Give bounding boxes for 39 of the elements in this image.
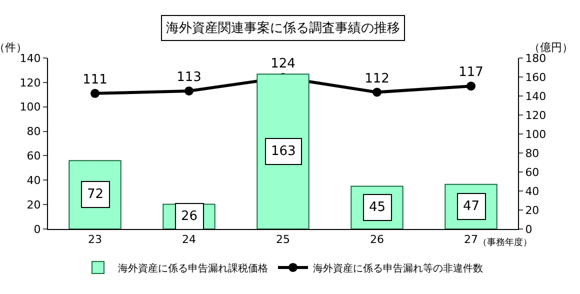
y-tick-label: 0 bbox=[34, 222, 41, 236]
y2-tick-label: 160 bbox=[525, 70, 546, 84]
y-tick-label: 140 bbox=[20, 52, 41, 65]
x-tick-label: 26 bbox=[370, 233, 384, 246]
x-tick-label: 25 bbox=[276, 233, 290, 246]
x-axis-title: （事務年度） bbox=[478, 237, 532, 248]
data-label: 117 bbox=[458, 65, 484, 80]
y2-tick-label: 20 bbox=[525, 204, 540, 217]
data-label: 124 bbox=[270, 56, 296, 72]
y-tick-label: 80 bbox=[26, 125, 41, 138]
data-label: 45 bbox=[369, 200, 386, 215]
y-tick-label: 100 bbox=[20, 100, 41, 114]
y-tick-label: 120 bbox=[20, 76, 41, 90]
data-label: 113 bbox=[176, 70, 202, 86]
x-tick-label: 23 bbox=[88, 233, 102, 246]
y2-tick-label: 60 bbox=[525, 166, 540, 179]
x-tick-label: 24 bbox=[182, 233, 196, 246]
y-axis-title: （件） bbox=[0, 41, 27, 54]
x-tick-label: 27 bbox=[464, 233, 478, 246]
y-tick-label: 40 bbox=[26, 174, 41, 187]
data-label: 26 bbox=[181, 209, 198, 224]
y2-tick-label: 40 bbox=[525, 184, 540, 198]
y2-tick-label: 100 bbox=[525, 128, 546, 141]
data-label: 163 bbox=[271, 144, 296, 159]
y2-tick-label: 140 bbox=[525, 90, 546, 103]
y2-tick-label: 80 bbox=[525, 146, 540, 160]
y2-tick-label: 120 bbox=[525, 108, 546, 122]
data-label: 112 bbox=[364, 71, 390, 86]
legend-label: 海外資産に係る申告漏れ課税価格 bbox=[118, 262, 268, 274]
y2-tick-label: 180 bbox=[525, 52, 546, 65]
data-label: 47 bbox=[463, 199, 480, 214]
y2-axis-title: （億円） bbox=[529, 41, 573, 54]
data-label: 72 bbox=[87, 187, 104, 202]
y-tick-label: 60 bbox=[26, 150, 41, 163]
y-tick-label: 20 bbox=[26, 198, 41, 212]
legend-label: 海外資産に係る申告漏れ等の非違件数 bbox=[313, 262, 483, 274]
data-label: 111 bbox=[82, 72, 108, 88]
chart-title: 海外資産関連事案に係る調査事績の推移 bbox=[166, 20, 400, 36]
y2-tick-label: 0 bbox=[525, 222, 532, 236]
